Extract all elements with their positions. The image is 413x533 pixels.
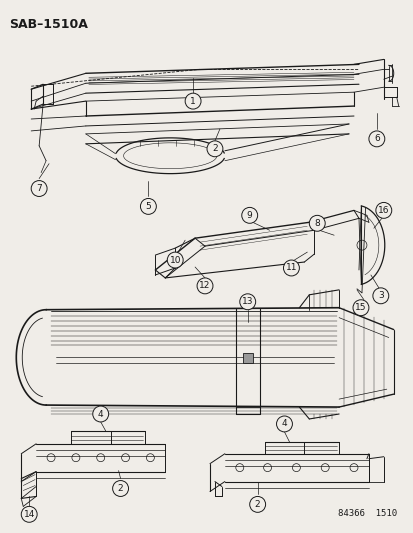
- Text: 10: 10: [169, 255, 180, 264]
- Circle shape: [206, 141, 222, 157]
- Circle shape: [197, 278, 212, 294]
- Circle shape: [352, 300, 368, 316]
- Circle shape: [185, 93, 201, 109]
- Bar: [242, 353, 252, 364]
- Text: SAB–1510A: SAB–1510A: [9, 18, 88, 31]
- Circle shape: [140, 198, 156, 214]
- Text: 15: 15: [354, 303, 366, 312]
- Text: 6: 6: [373, 134, 379, 143]
- Text: 11: 11: [285, 263, 297, 272]
- Text: 2: 2: [254, 500, 260, 509]
- Text: 13: 13: [241, 297, 253, 306]
- Text: 16: 16: [377, 206, 389, 215]
- Text: 14: 14: [24, 510, 35, 519]
- Text: 12: 12: [199, 281, 210, 290]
- Text: 2: 2: [117, 484, 123, 493]
- Text: 9: 9: [246, 211, 252, 220]
- Text: 3: 3: [377, 292, 383, 300]
- Circle shape: [368, 131, 384, 147]
- Text: 8: 8: [313, 219, 319, 228]
- Circle shape: [167, 252, 183, 268]
- Circle shape: [21, 506, 37, 522]
- Text: 84366  1510: 84366 1510: [337, 510, 396, 518]
- Text: 4: 4: [281, 419, 287, 429]
- Circle shape: [375, 203, 391, 219]
- Circle shape: [31, 181, 47, 197]
- Circle shape: [93, 406, 108, 422]
- Circle shape: [372, 288, 388, 304]
- Text: 5: 5: [145, 202, 151, 211]
- Circle shape: [283, 260, 299, 276]
- Text: 1: 1: [190, 96, 195, 106]
- Circle shape: [112, 481, 128, 496]
- Circle shape: [249, 496, 265, 512]
- Circle shape: [276, 416, 292, 432]
- Circle shape: [239, 294, 255, 310]
- Text: 4: 4: [97, 409, 103, 418]
- Text: 2: 2: [211, 144, 217, 154]
- Circle shape: [241, 207, 257, 223]
- Circle shape: [309, 215, 325, 231]
- Text: 7: 7: [36, 184, 42, 193]
